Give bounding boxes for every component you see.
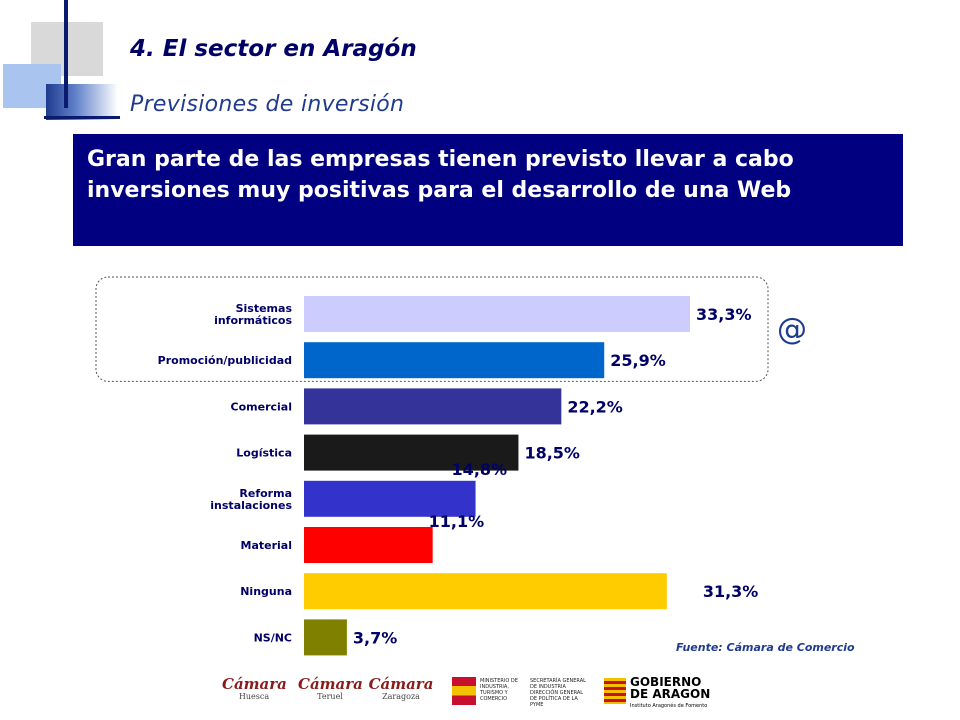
gobierno-aragon-logo: GOBIERNO DE ARAGON Instituto Aragonés de… bbox=[604, 676, 714, 712]
highlight-group-box bbox=[95, 276, 769, 382]
decorative-horizontal-line bbox=[44, 116, 120, 119]
value-label: 33,3% bbox=[696, 305, 752, 324]
source-note: Fuente: Cámara de Comercio bbox=[676, 641, 855, 654]
category-label: Material bbox=[241, 539, 292, 552]
value-label: 14,8% bbox=[452, 460, 508, 479]
value-label: 22,2% bbox=[567, 397, 623, 416]
subsection-title: Previsiones de inversión bbox=[130, 92, 405, 117]
spain-shield-icon bbox=[452, 677, 476, 705]
bar-comercial bbox=[304, 388, 562, 425]
gobierno-name: GOBIERNO DE ARAGON bbox=[630, 675, 711, 701]
category-label: Comercial bbox=[231, 400, 292, 413]
bar-reforma-instalaciones bbox=[304, 480, 476, 517]
category-label: Promoción/publicidad bbox=[158, 354, 292, 367]
logo-name: Cámara bbox=[222, 675, 287, 693]
value-label: 18,5% bbox=[524, 444, 580, 463]
bar-material bbox=[304, 527, 433, 563]
category-label: Reforma instalaciones bbox=[210, 487, 292, 512]
logo-sub: Zaragoza bbox=[382, 692, 420, 701]
logo-name: Cámara bbox=[298, 675, 363, 693]
headline-text: Gran parte de las empresas tienen previs… bbox=[87, 147, 794, 203]
value-label: 3,7% bbox=[353, 628, 397, 647]
logo-sub: Huesca bbox=[238, 692, 270, 701]
ministry-department: SECRETARÍA GENERAL DE INDUSTRIA DIRECCIÓ… bbox=[530, 678, 586, 708]
ministry-name: MINISTERIO DE INDUSTRIA, TURISMO Y COMER… bbox=[480, 678, 518, 702]
ministry-logo: MINISTERIO DE INDUSTRIA, TURISMO Y COMER… bbox=[452, 677, 588, 708]
aragon-flag-icon bbox=[604, 678, 626, 704]
category-label: NS/NC bbox=[254, 631, 292, 644]
gobierno-sub: Instituto Aragonés de Fomento bbox=[630, 703, 708, 709]
decorative-vertical-line bbox=[64, 0, 68, 108]
bar-sistemas-inform-ticos bbox=[304, 296, 690, 332]
category-label: Sistemas informáticos bbox=[214, 302, 292, 327]
headline-box: Gran parte de las empresas tienen previs… bbox=[73, 134, 903, 246]
value-label: 25,9% bbox=[610, 351, 666, 370]
value-label: 31,3% bbox=[703, 582, 759, 601]
category-label: Ninguna bbox=[240, 585, 292, 598]
category-label: Logística bbox=[236, 447, 292, 460]
logo-name: Cámara bbox=[368, 675, 434, 693]
logo-sub: Teruel bbox=[317, 692, 343, 701]
bar-ns-nc bbox=[304, 619, 347, 656]
value-label: 11,1% bbox=[429, 512, 485, 531]
bar-promoci-n-publicidad bbox=[304, 342, 605, 379]
at-icon: @ bbox=[777, 312, 807, 347]
bar-ninguna bbox=[304, 573, 667, 610]
section-title: 4. El sector en Aragón bbox=[130, 36, 417, 62]
bar-log-stica bbox=[304, 434, 519, 471]
camara-zaragoza-logo: Cámara Zaragoza bbox=[368, 676, 434, 701]
camara-teruel-logo: Cámara Teruel bbox=[298, 675, 363, 701]
camara-huesca-logo: Cámara Huesca bbox=[222, 675, 287, 701]
decorative-gradient-bar bbox=[46, 84, 118, 120]
